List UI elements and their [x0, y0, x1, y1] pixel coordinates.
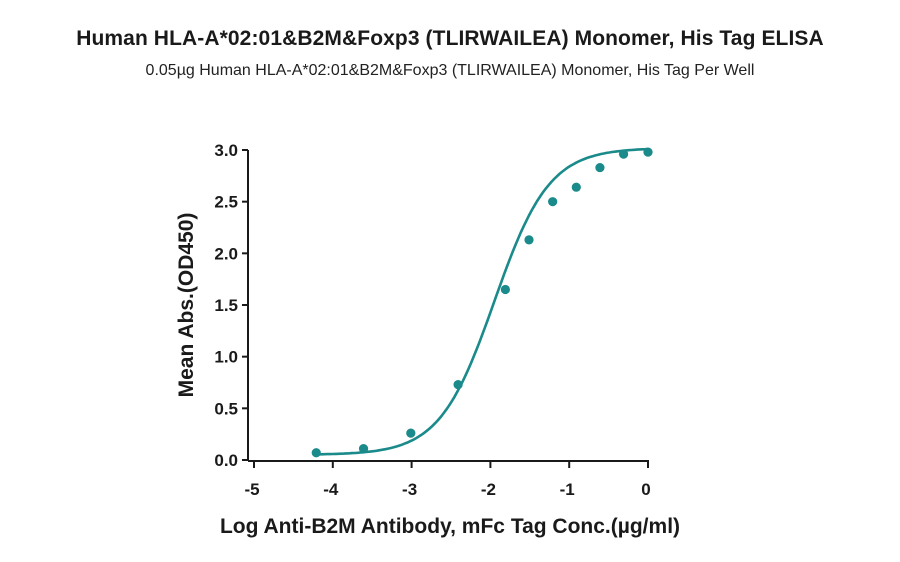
y-axis-title: Mean Abs.(OD450)	[175, 213, 198, 398]
y-ticks: 0.0 0.5 1.0 1.5 2.0 2.5 3.0	[214, 141, 248, 470]
x-tick-label: -2	[481, 480, 496, 499]
x-tick-label: -3	[402, 480, 417, 499]
data-point	[595, 162, 605, 173]
axes	[247, 150, 649, 462]
data-point	[500, 284, 510, 295]
fit-curve-line	[316, 147, 649, 456]
x-tick-label: -5	[244, 480, 259, 499]
y-tick-label: 2.0	[214, 244, 238, 263]
data-point	[406, 428, 416, 438]
data-point	[358, 444, 369, 454]
x-tick-label: -4	[323, 480, 339, 499]
x-ticks: -5 -4 -3 -2 -1 0	[244, 461, 651, 499]
data-point	[643, 147, 653, 157]
y-tick-label: 1.5	[214, 296, 238, 315]
data-point	[571, 182, 581, 192]
data-point	[453, 379, 463, 390]
data-point	[548, 197, 558, 207]
y-tick-label: 3.0	[214, 141, 238, 160]
y-tick-label: 0.0	[214, 451, 238, 470]
y-tick-label: 0.5	[214, 399, 238, 418]
data-point	[524, 235, 534, 245]
x-axis-title: Log Anti-B2M Antibody, mFc Tag Conc.(µg/…	[220, 515, 680, 538]
chart-subtitle: 0.05µg Human HLA-A*02:01&B2M&Foxp3 (TLIR…	[145, 62, 755, 79]
chart-title: Human HLA-A*02:01&B2M&Foxp3 (TLIRWAILEA)…	[76, 27, 824, 50]
data-point	[618, 149, 629, 159]
data-points	[311, 147, 653, 458]
x-tick-label: 0	[641, 480, 650, 499]
y-tick-label: 1.0	[214, 348, 238, 367]
x-tick-label: -1	[560, 480, 575, 499]
y-tick-label: 2.5	[214, 193, 238, 212]
data-point	[311, 448, 321, 458]
